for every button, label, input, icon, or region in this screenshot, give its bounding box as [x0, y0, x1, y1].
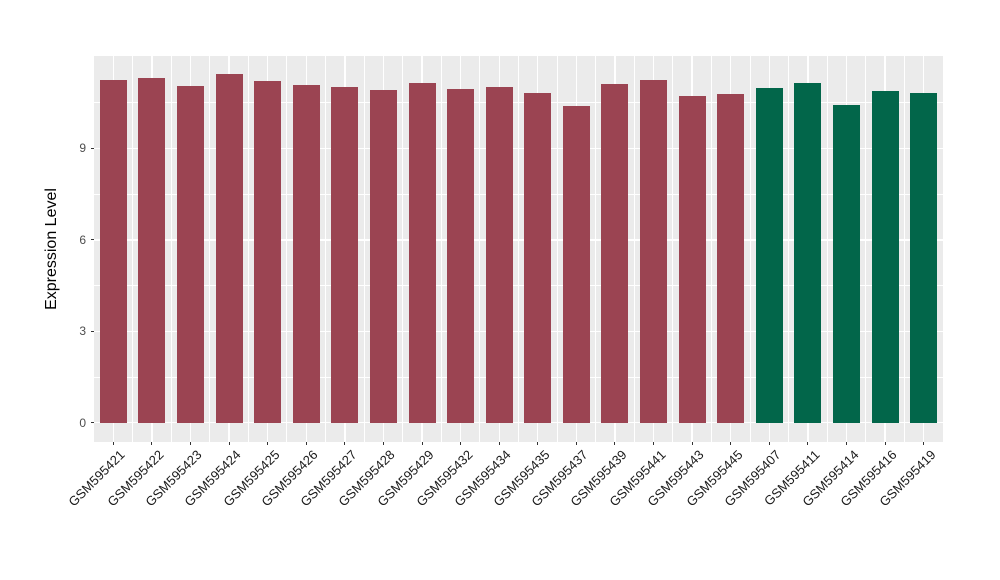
x-tick-mark: [884, 442, 886, 445]
gridline-minor-vertical: [633, 56, 635, 442]
x-tick-mark: [807, 442, 809, 445]
x-tick-mark: [614, 442, 616, 445]
gridline-minor-vertical: [209, 56, 211, 442]
gridline-minor-vertical: [479, 56, 481, 442]
x-tick-mark: [228, 442, 230, 445]
y-tick-label: 0: [79, 415, 86, 430]
bar-GSM595427: [331, 86, 359, 423]
plot-panel: [94, 56, 943, 442]
bar-GSM595443: [678, 95, 706, 423]
x-tick-mark: [267, 442, 269, 445]
bar-GSM595437: [562, 106, 590, 423]
gridline-minor-vertical: [247, 56, 249, 442]
gridline-minor-vertical: [286, 56, 288, 442]
bar-GSM595435: [524, 92, 552, 423]
x-tick-mark: [151, 442, 153, 445]
gridline-minor-vertical: [402, 56, 404, 442]
y-tick-mark: [91, 330, 94, 332]
x-tick-mark: [575, 442, 577, 445]
bar-GSM595416: [871, 90, 899, 423]
gridline-minor-vertical: [363, 56, 365, 442]
bar-GSM595434: [485, 87, 513, 423]
x-tick-mark: [344, 442, 346, 445]
x-tick-mark: [846, 442, 848, 445]
bar-GSM595426: [292, 84, 320, 423]
bar-GSM595429: [408, 82, 436, 423]
bar-GSM595423: [176, 85, 204, 423]
bar-GSM595441: [640, 79, 668, 423]
gridline-minor-vertical: [595, 56, 597, 442]
gridline-minor-vertical: [903, 56, 905, 442]
y-tick-label: 6: [79, 232, 86, 247]
bar-GSM595411: [794, 83, 822, 423]
bar-GSM595414: [833, 105, 861, 423]
x-tick-mark: [189, 442, 191, 445]
y-tick-mark: [91, 422, 94, 424]
y-tick-mark: [91, 147, 94, 149]
gridline-minor-vertical: [710, 56, 712, 442]
gridline-minor-vertical: [440, 56, 442, 442]
bar-GSM595432: [447, 88, 475, 423]
x-tick-mark: [421, 442, 423, 445]
bar-GSM595424: [215, 74, 243, 423]
gridline-minor-vertical: [170, 56, 172, 442]
x-tick-mark: [537, 442, 539, 445]
x-tick-mark: [112, 442, 114, 445]
bar-GSM595445: [717, 93, 745, 423]
x-tick-mark: [382, 442, 384, 445]
bar-GSM595407: [755, 88, 783, 423]
y-tick-label: 3: [79, 324, 86, 339]
gridline-minor-vertical: [749, 56, 751, 442]
bar-GSM595421: [99, 80, 127, 423]
x-tick-mark: [730, 442, 732, 445]
gridline-minor-vertical: [325, 56, 327, 442]
gridline-minor-vertical: [132, 56, 134, 442]
x-tick-mark: [691, 442, 693, 445]
gridline-minor-vertical: [826, 56, 828, 442]
x-tick-mark: [768, 442, 770, 445]
bar-GSM595425: [254, 81, 282, 423]
x-tick-mark: [498, 442, 500, 445]
y-axis-title: Expression Level: [43, 188, 60, 310]
y-tick-mark: [91, 239, 94, 241]
x-tick-mark: [653, 442, 655, 445]
gridline-minor-vertical: [865, 56, 867, 442]
bar-GSM595439: [601, 84, 629, 423]
bar-GSM595428: [369, 90, 397, 423]
bar-GSM595422: [138, 77, 166, 423]
gridline-minor-vertical: [518, 56, 519, 442]
gridline-minor-vertical: [556, 56, 558, 442]
gridline-minor-vertical: [788, 56, 790, 442]
bar-GSM595419: [910, 92, 938, 423]
y-tick-label: 9: [79, 141, 86, 156]
gridline-minor-vertical: [672, 56, 674, 442]
x-tick-mark: [305, 442, 307, 445]
x-tick-mark: [923, 442, 925, 445]
x-tick-mark: [460, 442, 462, 445]
